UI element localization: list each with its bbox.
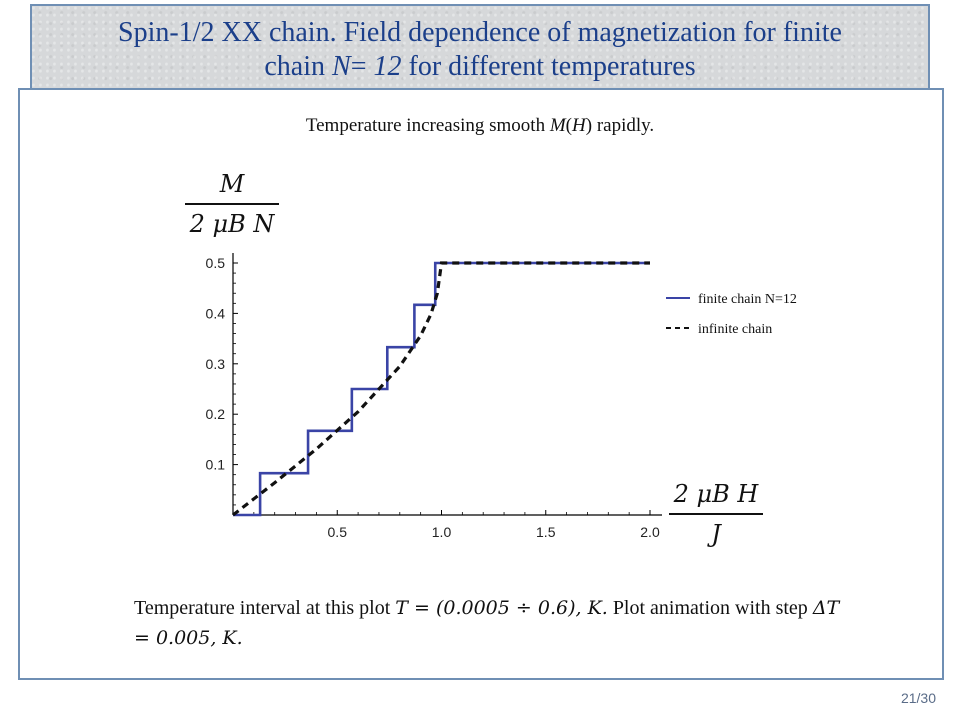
caption: Temperature interval at this plot T = (0… [134,593,854,653]
x-axis-label-numerator: 2 μB H [673,480,760,508]
y-axis-label-denominator: 2 μB N [189,210,276,238]
x-tick-label: 1.5 [536,524,556,540]
chart-legend: finite chain N=12 infinite chain [666,292,797,337]
subtitle-paren-open: ( [565,115,572,136]
subtitle-paren-close: ) [585,115,593,136]
subtitle-prefix: Temperature increasing smooth [305,115,550,136]
chart-subtitle: Temperature increasing smooth M(H) rapid… [0,115,960,137]
subtitle-var-m: M [549,115,566,136]
legend-label-infinite: infinite chain [698,322,772,337]
y-axis-label: M 2 μB N [185,170,279,238]
x-axis-label-denominator: J [706,520,722,548]
chart-axes [232,253,662,516]
subtitle-arg-h: H [572,115,586,136]
series-finite-chain [233,261,650,517]
title-box: Spin-1/2 XX chain. Field dependence of m… [30,4,930,90]
title-line-2: chain N= 12 for different temperatures [32,50,928,84]
title-line-1: Spin-1/2 XX chain. Field dependence of m… [118,17,842,48]
chart-series [232,261,650,517]
slide-title: Spin-1/2 XX chain. Field dependence of m… [32,16,928,84]
title-line-2-suffix: for different temperatures [401,51,696,82]
axis-labels: M 2 μB N 2 μB H J [185,170,763,548]
y-tick-label: 0.4 [206,305,226,321]
caption-math-2: ΔT = 0.005, K. [134,597,840,649]
caption-part-2: Plot animation with step [607,597,813,619]
title-line-2-prefix: chain [264,51,333,82]
x-axis-label: 2 μB H J [669,480,763,548]
x-tick-label: 1.0 [432,524,452,540]
y-tick-label: 0.5 [206,255,226,271]
x-tick-label: 0.5 [328,524,348,540]
y-axis-label-numerator: M [219,170,246,198]
caption-part-1: Temperature interval at this plot [134,597,396,619]
x-tick-label: 2.0 [640,524,660,540]
content-box [18,88,944,680]
subtitle-suffix: rapidly. [592,115,655,136]
caption-math-1: T = (0.0005 ÷ 0.6), K. [395,597,608,619]
y-tick-label: 0.2 [206,406,226,422]
chart-ticks: 0.5 1.0 1.5 2.0 0.1 0.2 0.3 0.4 0.5 [206,255,660,540]
title-var-n: N [332,51,351,82]
y-tick-label: 0.3 [206,356,226,372]
page-number: 21/30 [900,690,936,706]
title-val-12: 12 [373,51,402,82]
title-line-2-eq: = [350,51,374,82]
y-tick-label: 0.1 [206,457,226,473]
series-infinite-chain [232,261,650,517]
legend-label-finite: finite chain N=12 [698,292,797,307]
